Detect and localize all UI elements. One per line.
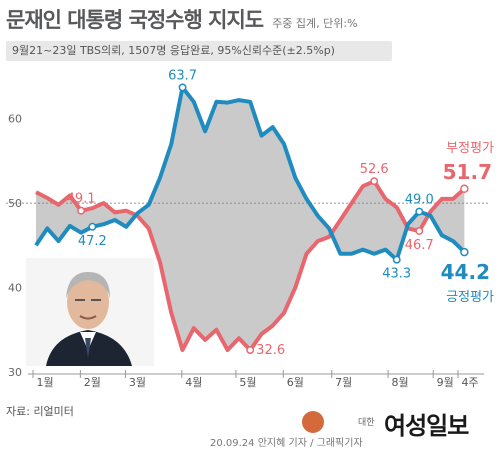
positive-end-point — [460, 247, 469, 257]
data-label: 63.7 — [168, 68, 197, 83]
x-tick-label: 4월 — [185, 376, 202, 389]
negative-series-name: 부정평가 — [446, 141, 494, 156]
x-tick-label: 7월 — [335, 376, 352, 389]
positive-series-name: 긍정평가 — [446, 290, 494, 305]
data-point-marker — [415, 227, 424, 235]
data-point-marker — [246, 346, 255, 354]
data-label: 46.7 — [405, 238, 434, 253]
data-point-marker — [178, 83, 187, 92]
data-label: 49.0 — [405, 193, 434, 208]
y-tick-label: 60 — [8, 113, 22, 126]
publisher-logo-text: 여성일보 — [384, 412, 469, 440]
data-label: 32.6 — [256, 343, 285, 358]
data-label: 49.1 — [67, 192, 96, 207]
y-tick-label: 30 — [8, 366, 22, 379]
x-tick-label: 6월 — [287, 376, 304, 389]
x-tick-label: 8월 — [392, 376, 409, 389]
x-tick-label: 9월 — [437, 376, 454, 389]
data-label: 47.2 — [78, 234, 107, 249]
x-tick-label: 1월 — [36, 376, 53, 389]
source-note: 자료: 리얼미터 — [6, 405, 74, 418]
data-point-marker — [370, 177, 379, 186]
positive-end-value: 44.2 — [441, 260, 490, 284]
survey-info-banner: 9월21~23일 TBS의뢰, 1507명 응답완료, 95%신뢰수준(±2.5… — [6, 41, 392, 61]
gap-area — [36, 87, 465, 351]
data-label: 52.6 — [360, 162, 389, 177]
negative-end-value: 51.7 — [443, 160, 492, 184]
logo-prefix: 대한 — [358, 418, 375, 428]
chart-title: 문재인 대통령 국정수행 지지도 — [6, 8, 264, 32]
publisher-logo-icon — [302, 411, 324, 433]
credit-line: 20.09.24 안지혜 기자 / 그래픽기자 — [210, 438, 363, 449]
portrait-illustration — [26, 258, 154, 366]
data-point-marker — [415, 207, 424, 216]
president-portrait — [26, 258, 154, 366]
x-tick-label: 4주 — [461, 376, 478, 389]
positive-series-line — [34, 85, 466, 262]
y-tick-label: 50 — [8, 197, 22, 210]
chart-subtitle: 주중 집계, 단위:% — [272, 17, 358, 30]
data-label: 43.3 — [382, 267, 411, 282]
data-point-marker — [392, 255, 401, 264]
title-area: 문재인 대통령 국정수행 지지도 주중 집계, 단위:% — [6, 4, 358, 34]
data-point-marker — [88, 222, 97, 231]
data-point-marker — [77, 206, 86, 215]
x-tick-label: 3월 — [129, 376, 146, 389]
y-tick-label: 40 — [8, 282, 22, 295]
x-tick-label: 5월 — [239, 376, 256, 389]
x-tick-label: 2월 — [84, 376, 101, 389]
negative-end-point — [460, 184, 469, 194]
